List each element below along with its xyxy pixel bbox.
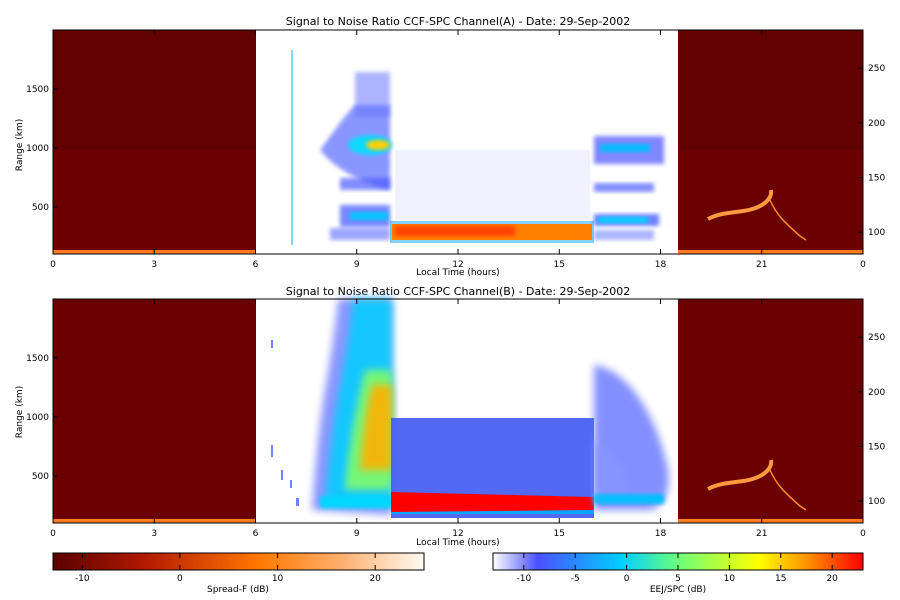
colorbar-ticks: -10 0 10 20 bbox=[75, 553, 381, 584]
spf-echo-base bbox=[330, 228, 390, 240]
x-tick-label: 0 bbox=[50, 260, 56, 270]
colorbar-tick-label: 5 bbox=[675, 574, 681, 584]
late-echo-group bbox=[594, 136, 664, 240]
spf-echo-group bbox=[320, 72, 392, 240]
spf-echo-hot bbox=[366, 140, 390, 150]
y-tick-label: 500 bbox=[32, 203, 49, 213]
spread-f-trace bbox=[769, 199, 807, 241]
spread-f-echo bbox=[707, 189, 774, 221]
y-right-tick-label: 150 bbox=[868, 174, 885, 184]
late-echo-1000-core bbox=[600, 144, 650, 152]
night-noise-band-right bbox=[678, 30, 863, 150]
y-axis-label: Range (km) bbox=[15, 119, 25, 171]
x-tick-label: 12 bbox=[452, 529, 463, 539]
colorbar-tick-label: 10 bbox=[724, 574, 736, 584]
x-axis-label: Local Time (hours) bbox=[416, 538, 499, 548]
y-tick-label: 1500 bbox=[26, 354, 49, 364]
y-right-tick-label: 100 bbox=[868, 497, 885, 507]
late-echo-base bbox=[594, 230, 654, 240]
x-axis-label: Local Time (hours) bbox=[416, 268, 499, 278]
chart-title: Signal to Noise Ratio CCF-SPC Channel(A)… bbox=[286, 15, 630, 28]
colorbar-gradient bbox=[52, 552, 425, 571]
x-tick-label: 0 bbox=[860, 260, 866, 270]
colorbar-tick-label: 0 bbox=[177, 574, 183, 584]
eej-band-core bbox=[391, 492, 594, 512]
x-tick-label: 15 bbox=[554, 529, 565, 539]
spread-f-echo bbox=[707, 459, 774, 491]
y-axis-label: Range (km) bbox=[15, 386, 25, 438]
ground-echo-right bbox=[678, 519, 863, 523]
colorbar-tick-label: 10 bbox=[272, 574, 284, 584]
spf-echo-mid bbox=[340, 178, 390, 190]
colorbar-label: EEJ/SPC (dB) bbox=[650, 585, 706, 595]
night-noise-band-left bbox=[53, 30, 256, 150]
x-tick-label: 18 bbox=[655, 260, 667, 270]
x-tick-label: 12 bbox=[452, 260, 463, 270]
x-tick-label: 3 bbox=[151, 260, 157, 270]
colorbar-label: Spread-F (dB) bbox=[207, 585, 269, 595]
spread-f-trace bbox=[769, 469, 807, 511]
x-tick-label: 0 bbox=[50, 529, 56, 539]
spf-plume-base bbox=[320, 496, 392, 508]
y-right-tick-label: 250 bbox=[868, 64, 885, 74]
x-tick-label: 21 bbox=[756, 529, 767, 539]
x-tick-label: 21 bbox=[756, 260, 767, 270]
noise-sparkle-a bbox=[395, 150, 590, 220]
x-tick-label: 3 bbox=[151, 529, 157, 539]
y-right-tick-label: 200 bbox=[868, 119, 885, 129]
y-ticks-left: 500 1000 1500 bbox=[26, 85, 58, 213]
late-echo-400-core bbox=[598, 217, 648, 223]
spf-plume-hot bbox=[360, 385, 392, 470]
spf-echo-lower-core bbox=[350, 212, 388, 220]
night-block-left bbox=[53, 299, 256, 523]
x-tick-label: 15 bbox=[554, 260, 565, 270]
x-ticks: 0 3 6 9 12 15 18 21 0 bbox=[50, 299, 866, 539]
late-plume-inner bbox=[594, 440, 630, 498]
eej-band-core bbox=[395, 226, 515, 236]
y-tick-label: 1500 bbox=[26, 85, 49, 95]
x-ticks: 0 3 6 9 12 15 18 21 0 bbox=[50, 30, 866, 270]
colorbar-tick-label: 0 bbox=[624, 574, 630, 584]
chart-title: Signal to Noise Ratio CCF-SPC Channel(B)… bbox=[286, 285, 630, 298]
x-tick-label: 9 bbox=[354, 529, 360, 539]
colorbar-ticks: -10 -5 0 5 10 15 20 bbox=[516, 553, 838, 584]
spf-echo-upper bbox=[355, 72, 390, 117]
late-plume-group bbox=[594, 365, 669, 510]
spf-plume-group bbox=[312, 299, 392, 515]
x-tick-label: 6 bbox=[253, 260, 259, 270]
colorbar-tick-label: -10 bbox=[516, 574, 531, 584]
y-right-tick-label: 250 bbox=[868, 333, 885, 343]
panel-channel-b: Signal to Noise Ratio CCF-SPC Channel(B)… bbox=[15, 285, 885, 548]
y-tick-label: 1000 bbox=[26, 413, 49, 423]
y-right-tick-label: 100 bbox=[868, 228, 885, 238]
sporadic-dots-b bbox=[271, 340, 299, 506]
x-tick-label: 0 bbox=[860, 529, 866, 539]
night-block-right bbox=[678, 299, 863, 523]
y-tick-label: 1000 bbox=[26, 144, 49, 154]
x-tick-label: 18 bbox=[655, 529, 667, 539]
colorbar-tick-label: 20 bbox=[369, 574, 381, 584]
panel-channel-a: Signal to Noise Ratio CCF-SPC Channel(A)… bbox=[15, 15, 885, 278]
y-right-tick-label: 200 bbox=[868, 388, 885, 398]
colorbar-spread-f: -10 0 10 20 Spread-F (dB) bbox=[52, 552, 425, 595]
y-ticks-right: 100 150 200 250 bbox=[858, 333, 885, 507]
colorbar-tick-label: 20 bbox=[826, 574, 838, 584]
ground-echo-right bbox=[678, 250, 863, 254]
x-tick-label: 9 bbox=[354, 260, 360, 270]
colorbar-eej-spc: -10 -5 0 5 10 15 20 EEJ/SPC (dB) bbox=[492, 552, 864, 595]
colorbar-tick-label: -5 bbox=[571, 574, 580, 584]
late-echo-700 bbox=[594, 183, 654, 192]
x-tick-label: 6 bbox=[253, 529, 259, 539]
y-right-tick-label: 150 bbox=[868, 443, 885, 453]
colorbar-tick-label: 15 bbox=[775, 574, 786, 584]
late-plume-base bbox=[594, 494, 664, 504]
y-ticks-left: 500 1000 1500 bbox=[26, 354, 58, 482]
y-ticks-right: 100 150 200 250 bbox=[858, 64, 885, 238]
colorbar-tick-label: -10 bbox=[75, 574, 90, 584]
y-tick-label: 500 bbox=[32, 472, 49, 482]
sporadic-trace bbox=[291, 50, 293, 245]
